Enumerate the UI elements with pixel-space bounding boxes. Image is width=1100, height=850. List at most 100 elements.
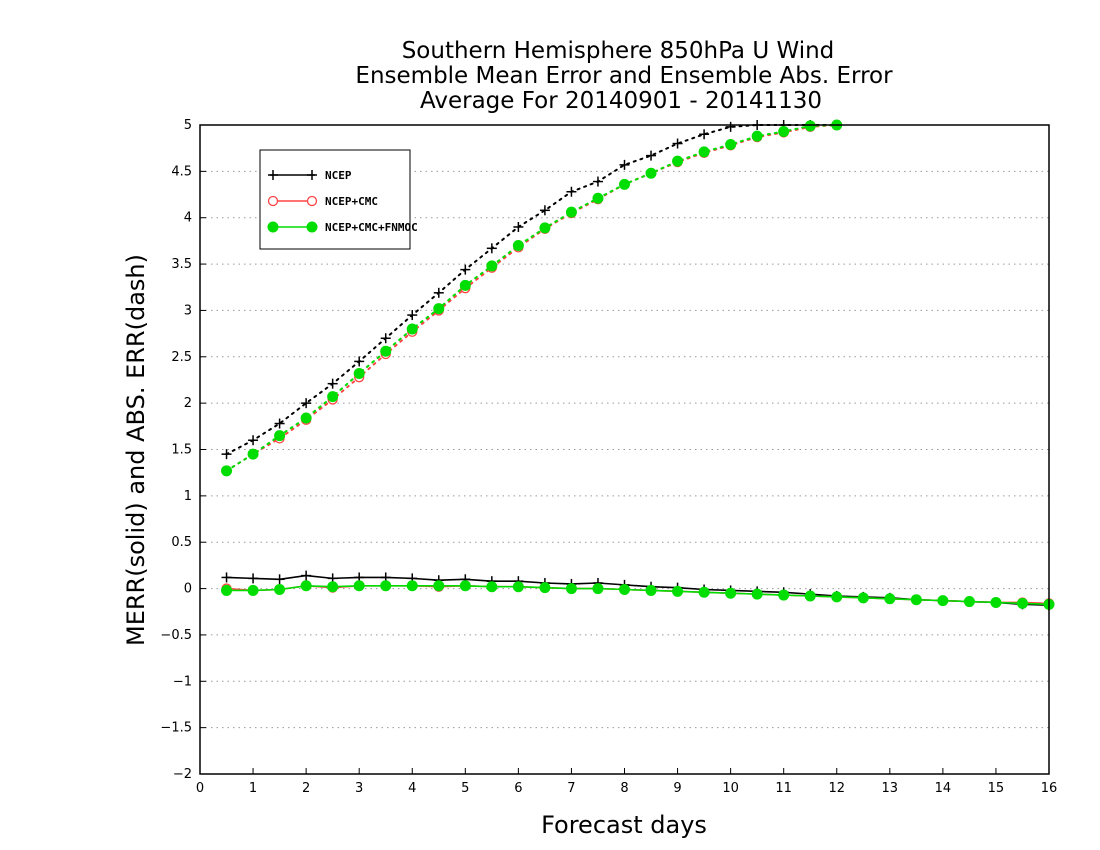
- abs-err-point-0: [539, 205, 550, 216]
- abs-err-point-0: [407, 310, 418, 321]
- merr-point-2: [804, 590, 816, 602]
- merr-point-2: [698, 586, 710, 598]
- abs-err-point-2: [725, 138, 737, 150]
- abs-err-point-2: [459, 279, 471, 291]
- abs-err-point-2: [592, 192, 604, 204]
- abs-err-point-2: [221, 465, 233, 477]
- merr-point-2: [592, 583, 604, 595]
- y-tick-label: −1: [173, 674, 192, 689]
- chart-title-line-1: Southern Hemisphere 850hPa U Wind: [402, 38, 835, 64]
- merr-point-2: [963, 596, 975, 608]
- x-tick-label: 4: [408, 781, 416, 796]
- y-tick-label: 2.5: [171, 350, 192, 365]
- x-tick-label: 14: [935, 781, 952, 796]
- merr-point-2: [486, 581, 498, 593]
- abs-err-point-0: [486, 243, 497, 254]
- legend-marker: [268, 170, 278, 180]
- x-tick-label: 12: [828, 781, 845, 796]
- x-tick-label: 0: [196, 781, 204, 796]
- abs-err-point-0: [301, 398, 312, 409]
- merr-point-2: [565, 583, 577, 595]
- y-tick-label: 5: [184, 118, 192, 133]
- abs-err-group: [221, 119, 843, 477]
- abs-err-point-0: [672, 138, 683, 149]
- merr-point-2: [884, 593, 896, 605]
- y-axis: −2 −1.5 −1 −0.5 0 0.5 1 1.5 2 2.5 3 3.5 4 4.5 5: [160, 118, 206, 782]
- abs-err-point-0: [274, 418, 285, 429]
- abs-err-point-2: [512, 240, 524, 252]
- merr-point-2: [406, 580, 418, 592]
- abs-err-point-0: [699, 129, 710, 140]
- merr-point-2: [937, 595, 949, 607]
- abs-err-point-0: [725, 121, 736, 132]
- x-tick-label: 3: [355, 781, 363, 796]
- x-axis: 0 1 2 3 4 5 6 7 8 9 10 11 12 13 14 15 16: [196, 768, 1057, 796]
- merr-point-2: [619, 583, 630, 595]
- y-tick-label: −2: [173, 767, 192, 782]
- merr-point-2: [353, 580, 365, 592]
- merr-point-2: [857, 592, 869, 604]
- abs-err-point-2: [274, 430, 286, 442]
- merr-point-2: [221, 584, 233, 596]
- merr-point-2: [433, 580, 445, 592]
- x-tick-label: 11: [775, 781, 792, 796]
- abs-err-point-2: [539, 222, 551, 234]
- abs-err-point-2: [353, 367, 365, 379]
- merr-point-2: [725, 587, 737, 599]
- legend-label: NCEP+CMC+FNMOC: [325, 221, 418, 234]
- y-tick-label: 1: [184, 489, 192, 504]
- abs-err-point-2: [804, 120, 816, 132]
- y-tick-label: 4: [184, 211, 192, 226]
- abs-err-point-2: [406, 323, 418, 335]
- abs-err-point-2: [751, 130, 763, 142]
- legend-label: NCEP+CMC: [325, 195, 378, 208]
- x-axis-title: Forecast days: [541, 811, 707, 839]
- merr-point-2: [459, 580, 471, 592]
- merr-point-2: [539, 582, 551, 594]
- legend: NCEP NCEP+CMC NCEP+CMC+FNMOC: [259, 149, 418, 250]
- abs-err-point-2: [565, 206, 577, 218]
- x-tick-label: 2: [302, 781, 310, 796]
- x-tick-label: 15: [988, 781, 1005, 796]
- merr-point-2: [274, 583, 286, 595]
- x-tick-label: 8: [620, 781, 628, 796]
- y-axis-title: MERR(solid) and ABS. ERR(dash): [122, 254, 150, 646]
- legend-marker: [307, 170, 317, 180]
- abs-err-point-0: [248, 435, 259, 446]
- abs-err-point-0: [646, 150, 657, 161]
- x-tick-label: 16: [1041, 781, 1058, 796]
- legend-label: NCEP: [325, 169, 352, 182]
- legend-marker: [267, 195, 279, 207]
- y-tick-label: 0: [184, 582, 192, 597]
- abs-err-point-2: [380, 345, 392, 357]
- merr-point-2: [672, 585, 684, 597]
- x-tick-label: 9: [673, 781, 681, 796]
- merr-point-2: [645, 584, 657, 596]
- y-tick-label: −1.5: [160, 721, 192, 736]
- merr-point-2: [300, 580, 312, 592]
- merr-point-2: [778, 589, 790, 601]
- abs-err-point-2: [247, 448, 259, 460]
- y-tick-label: 1.5: [171, 443, 192, 458]
- abs-err-point-0: [513, 221, 524, 232]
- abs-err-point-0: [566, 186, 577, 197]
- y-tick-label: 0.5: [171, 535, 192, 550]
- y-tick-label: −0.5: [160, 628, 192, 643]
- abs-err-point-0: [327, 378, 338, 389]
- merr-point-2: [751, 588, 763, 600]
- merr-point-2: [380, 580, 392, 592]
- chart-title-line-3: Average For 20140901 - 20141130: [420, 88, 822, 114]
- chart-title-line-2: Ensemble Mean Error and Ensemble Abs. Er…: [355, 63, 893, 89]
- merr-point-2: [1016, 597, 1028, 609]
- merr-point-2: [327, 581, 339, 593]
- abs-err-point-2: [645, 167, 657, 179]
- abs-err-point-2: [778, 125, 790, 137]
- grid-lines: [200, 170, 1049, 729]
- abs-err-point-0: [592, 176, 603, 187]
- abs-err-point-2: [300, 412, 312, 424]
- merr-point-2: [990, 596, 1002, 608]
- merr-point-2: [910, 594, 922, 606]
- merr-point-2: [831, 591, 843, 603]
- abs-err-point-0: [619, 159, 630, 170]
